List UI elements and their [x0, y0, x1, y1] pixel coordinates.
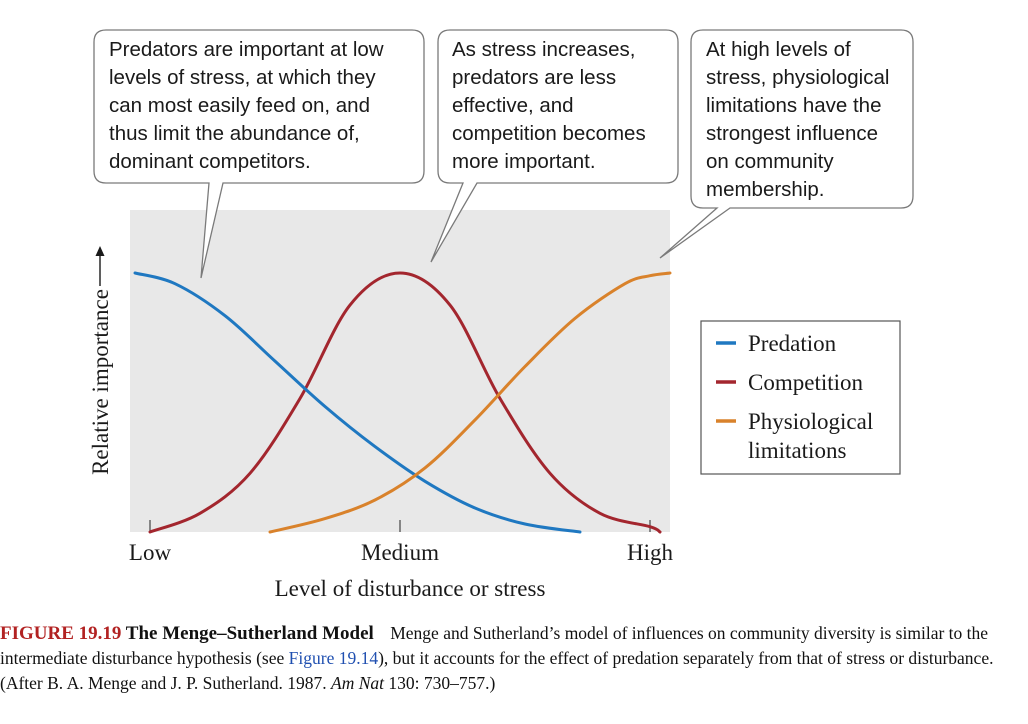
callout-competition-text: As stress increases, predators are less …	[452, 38, 646, 173]
caption-text-2: ), but it accounts for the effect of pre…	[0, 648, 994, 693]
series-line-competition	[148, 271, 662, 534]
callout-predation	[93, 29, 425, 279]
y-axis-label: Relative importance	[88, 289, 113, 475]
legend-label-0: Predation	[748, 331, 837, 356]
series-line-predation	[133, 271, 582, 534]
caption-text-1: Menge and Sutherland’s model of influenc…	[0, 623, 989, 668]
callout-physiological-bubble	[659, 29, 914, 259]
caption-figure-number: FIGURE 19.19	[0, 623, 122, 644]
x-tick-label-medium: Medium	[361, 540, 439, 565]
legend-label-2: Physiological limitations	[748, 409, 873, 463]
caption-journal: Am Nat	[331, 673, 385, 693]
x-axis-label: Level of disturbance or stress	[275, 576, 546, 601]
y-axis-label-group: Relative importance	[88, 246, 113, 475]
plot-background	[130, 210, 670, 532]
x-tick-label-high: High	[627, 540, 674, 565]
callout-predation-text: Predators are important at low levels of…	[109, 38, 384, 173]
callout-competition	[430, 29, 679, 263]
y-axis-arrow-head-icon	[95, 246, 105, 256]
callout-physiological	[659, 29, 914, 259]
caption-title: The Menge–Sutherland Model	[125, 623, 374, 644]
series-line-physiological-limitations	[268, 271, 672, 534]
caption-citation-end: 130: 730–757.)	[384, 673, 496, 693]
series-layer	[133, 271, 672, 534]
figure-caption: FIGURE 19.19 The Menge–Sutherland Model …	[0, 621, 1022, 696]
legend-items: Predation Competition Physiological limitat…	[716, 331, 873, 463]
callout-competition-bubble	[430, 29, 679, 263]
callout-predation-bubble	[93, 29, 425, 279]
callout-physiological-text: At high levels of stress, physiological …	[706, 38, 890, 201]
legend-label-1: Competition	[748, 370, 864, 395]
x-tick-label-low: Low	[129, 540, 172, 565]
x-tick-labels: Low Medium High	[129, 540, 674, 565]
caption-figure-link[interactable]: Figure 19.14	[288, 648, 379, 668]
legend-box	[700, 320, 901, 475]
